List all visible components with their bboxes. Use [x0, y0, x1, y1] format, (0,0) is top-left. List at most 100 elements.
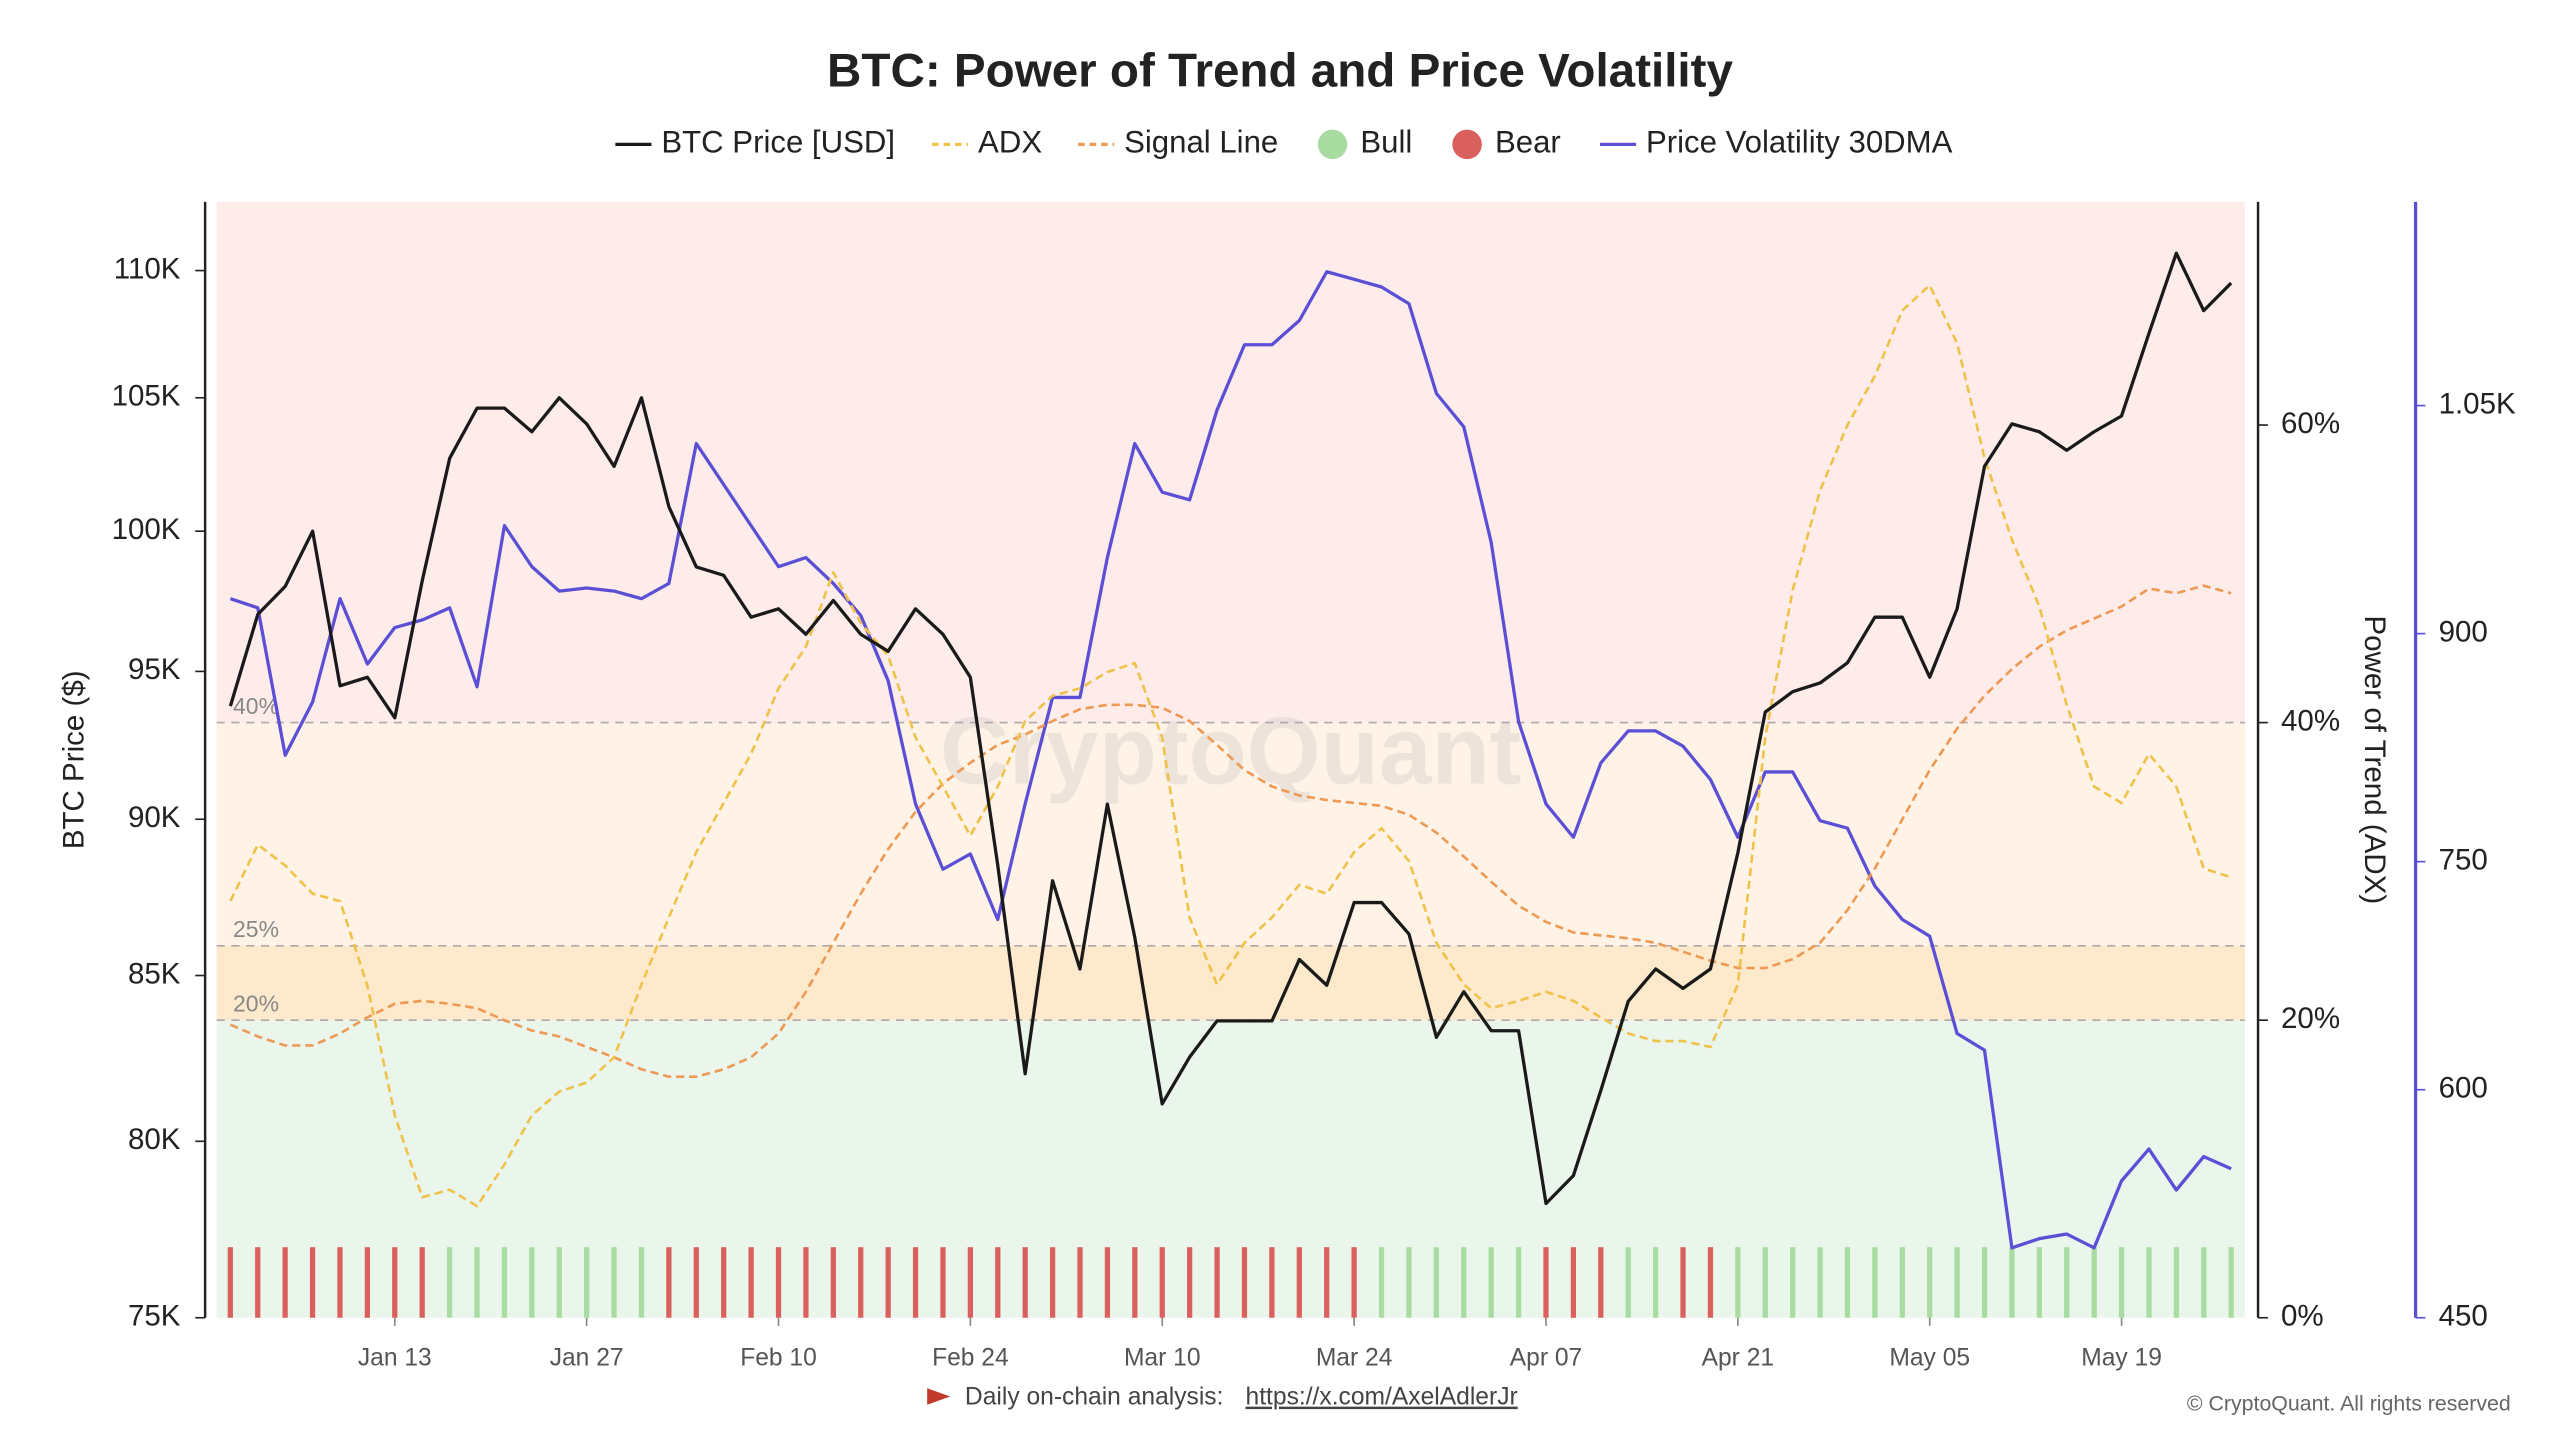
regime-bar: [2173, 1247, 2180, 1318]
regime-bar: [611, 1247, 617, 1318]
x-tick-label: Feb 24: [932, 1344, 1009, 1371]
series-line: [229, 270, 2232, 1250]
regime-bar: [885, 1247, 891, 1318]
regime-bar: [1187, 1247, 1193, 1318]
y-tick-label: 100K: [112, 513, 181, 546]
regime-bar: [2036, 1247, 2042, 1318]
y2-tick-label: 40%: [2281, 704, 2340, 737]
series-line: [229, 584, 2232, 1078]
legend-symbol: [1317, 129, 1348, 160]
chart-title: BTC: Power of Trend and Price Volatility: [827, 44, 1733, 97]
legend-label: Price Volatility 30DMA: [1646, 125, 1953, 160]
regime-bar: [1981, 1247, 1988, 1318]
regime-bar: [1022, 1247, 1028, 1318]
x-tick-label: Jan 13: [358, 1344, 432, 1371]
regime-bar: [995, 1247, 1001, 1318]
y-axis-title: BTC Price ($): [57, 670, 90, 849]
regime-bar: [1378, 1247, 1385, 1318]
regime-bar: [967, 1247, 974, 1318]
y-tick-label: 110K: [114, 252, 181, 285]
regime-bar: [227, 1247, 233, 1318]
threshold-label: 25%: [233, 916, 279, 942]
legend-label: BTC Price [USD]: [661, 125, 895, 160]
regime-bar: [419, 1247, 425, 1318]
regime-bar: [1159, 1247, 1165, 1318]
x-tick-label: Mar 24: [1316, 1344, 1393, 1371]
regime-bar: [584, 1247, 590, 1318]
trend-zone: [216, 722, 2245, 946]
regime-bar: [282, 1247, 288, 1318]
regime-bar: [2146, 1247, 2152, 1318]
threshold-label: 40%: [233, 693, 279, 719]
regime-bar: [255, 1247, 261, 1318]
regime-bar: [556, 1247, 562, 1318]
regime-bar: [2091, 1247, 2097, 1318]
regime-bar: [803, 1247, 809, 1318]
regime-bar: [1570, 1247, 1577, 1318]
y3-tick-label: 1.05K: [2439, 387, 2516, 420]
series-line: [228, 251, 2233, 1206]
regime-bar: [1214, 1247, 1220, 1318]
regime-bar: [2118, 1247, 2125, 1318]
plot-background: [216, 201, 2245, 1318]
regime-bar: [1735, 1247, 1741, 1318]
y3-tick-label: 600: [2439, 1071, 2488, 1104]
regime-bar: [1077, 1247, 1083, 1318]
regime-bar: [912, 1247, 919, 1318]
y2-tick-label: 0%: [2281, 1300, 2324, 1333]
regime-bar: [1762, 1247, 1768, 1318]
footer-link[interactable]: https://x.com/AxelAdlerJr: [1246, 1384, 1518, 1411]
regime-bar: [529, 1247, 535, 1318]
regime-bar: [1433, 1247, 1439, 1318]
threshold-label: 20%: [233, 990, 279, 1016]
x-tick-label: May 19: [2081, 1344, 2162, 1371]
x-tick-label: Apr 07: [1510, 1344, 1583, 1371]
regime-bar: [775, 1247, 782, 1318]
trend-zone: [216, 201, 2245, 723]
trend-zone: [216, 945, 2245, 1021]
regime-bar: [474, 1247, 480, 1318]
x-tick-label: Apr 21: [1702, 1344, 1775, 1371]
regime-bar: [1488, 1247, 1494, 1318]
legend-label: Bull: [1360, 125, 1412, 160]
copyright: © CryptoQuant. All rights reserved: [2187, 1391, 2511, 1415]
regime-bar: [1872, 1247, 1878, 1318]
regime-bar: [1844, 1247, 1851, 1318]
regime-bar: [309, 1247, 316, 1318]
regime-bar: [2009, 1247, 2015, 1318]
footer-text: Daily on-chain analysis:: [965, 1384, 1224, 1411]
y-tick-label: 85K: [128, 957, 181, 990]
regime-bar: [858, 1247, 864, 1318]
regime-bar: [1132, 1247, 1138, 1318]
regime-bar: [1049, 1247, 1056, 1318]
y-tick-label: 95K: [128, 653, 181, 686]
regime-bar: [1296, 1247, 1302, 1318]
series-line: [229, 283, 2232, 1208]
x-tick-label: Jan 27: [550, 1344, 624, 1371]
footer-icon: [927, 1388, 951, 1405]
regime-bar: [2228, 1247, 2234, 1318]
regime-bar: [1269, 1247, 1275, 1318]
regime-bar: [337, 1247, 343, 1318]
regime-bar: [638, 1247, 645, 1318]
y3-tick-label: 750: [2439, 843, 2488, 876]
y2-axis-title: Power of Trend (ADX): [2358, 615, 2391, 904]
regime-bar: [1680, 1247, 1686, 1318]
regime-bar: [2201, 1247, 2207, 1318]
legend-label: Bear: [1495, 125, 1561, 160]
regime-bar: [1515, 1247, 1522, 1318]
regime-bar: [1406, 1247, 1412, 1318]
regime-bar: [1927, 1247, 1933, 1318]
y3-tick-label: 450: [2439, 1300, 2488, 1333]
regime-bar: [364, 1247, 370, 1318]
regime-bar: [1543, 1247, 1549, 1318]
legend-label: ADX: [978, 125, 1042, 160]
x-tick-label: May 05: [1889, 1344, 1970, 1371]
regime-bar: [693, 1247, 699, 1318]
regime-bar: [1625, 1247, 1631, 1318]
regime-bar: [940, 1247, 946, 1318]
regime-bar: [1324, 1247, 1330, 1318]
x-tick-label: Feb 10: [740, 1344, 817, 1371]
